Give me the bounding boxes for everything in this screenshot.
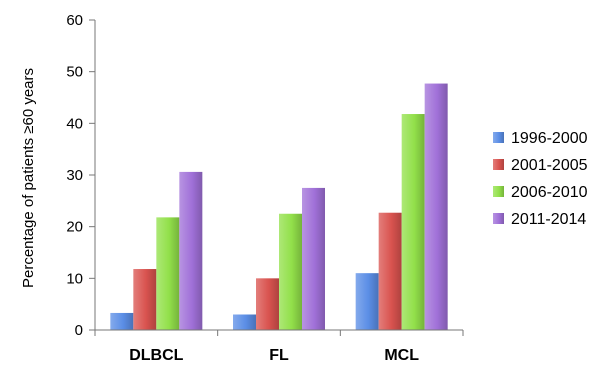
bar-dlbcl-2006-2010 bbox=[156, 217, 180, 330]
y-axis: 0 10 20 30 40 50 60 bbox=[66, 12, 96, 339]
bar-fl-2011-2014 bbox=[302, 187, 325, 330]
x-axis: DLBCL FL MCL bbox=[94, 329, 464, 364]
x-tick-label: DLBCL bbox=[129, 347, 183, 364]
legend-swatch bbox=[493, 132, 504, 143]
y-tick-label: 30 bbox=[66, 167, 83, 184]
legend-label: 2011-2014 bbox=[511, 211, 586, 228]
bar-mcl-2001-2005 bbox=[378, 212, 402, 330]
bar-dlbcl-1996-2000 bbox=[110, 312, 134, 330]
legend-label: 2006-2010 bbox=[511, 184, 588, 201]
y-tick-label: 60 bbox=[66, 12, 83, 29]
legend: 1996-2000 2001-2005 2006-2010 2011-2014 bbox=[493, 130, 588, 228]
y-tick-label: 40 bbox=[66, 115, 83, 132]
bar-mcl-2006-2010 bbox=[401, 114, 425, 331]
bar-mcl-1996-2000 bbox=[355, 273, 379, 330]
y-axis-label: Percentage of patients ≥60 years bbox=[20, 68, 37, 288]
bar-fl-2001-2005 bbox=[256, 278, 279, 330]
legend-swatch bbox=[493, 159, 504, 170]
x-tick-label: MCL bbox=[384, 347, 419, 364]
bar-dlbcl-2001-2005 bbox=[133, 269, 157, 330]
legend-label: 1996-2000 bbox=[511, 130, 588, 147]
x-tick-label: FL bbox=[269, 347, 289, 364]
y-tick-label: 50 bbox=[66, 64, 83, 81]
bar-mcl-2011-2014 bbox=[424, 83, 448, 330]
legend-label: 2001-2005 bbox=[511, 157, 588, 174]
y-tick-label: 10 bbox=[66, 270, 83, 287]
legend-swatch bbox=[493, 186, 504, 197]
bar-fl-2006-2010 bbox=[279, 213, 302, 330]
y-tick-label: 20 bbox=[66, 219, 83, 236]
bar-dlbcl-2011-2014 bbox=[179, 171, 203, 330]
bars bbox=[110, 83, 448, 331]
y-tick-label: 0 bbox=[75, 322, 83, 339]
legend-swatch bbox=[493, 213, 504, 224]
bar-fl-1996-2000 bbox=[233, 314, 256, 330]
